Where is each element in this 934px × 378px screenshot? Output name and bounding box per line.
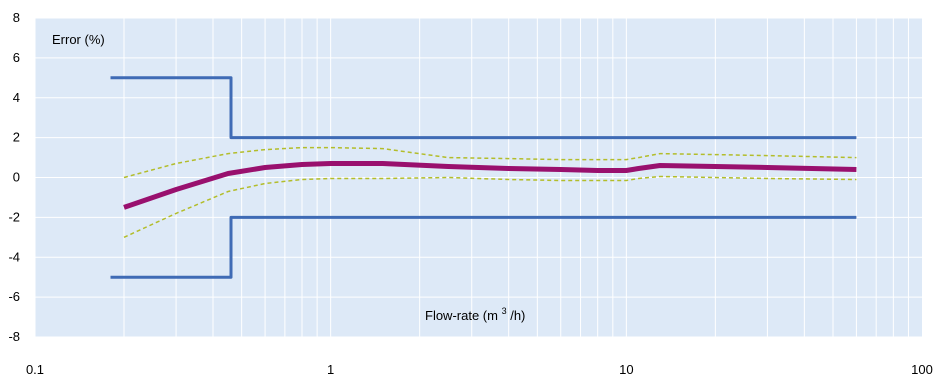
upper-uncertainty-line [123, 146, 857, 179]
y-tick-label: 0 [13, 170, 20, 185]
upper-limit-line [110, 76, 857, 140]
x-axis-title-end: /h) [510, 308, 525, 323]
x-tick-label: 100 [911, 362, 933, 377]
y-tick-label: 4 [13, 90, 20, 105]
x-tick-label: 1 [327, 362, 334, 377]
error-curve-line [123, 161, 857, 210]
y-tick-label: -2 [8, 209, 20, 224]
y-tick-label: -8 [8, 329, 20, 344]
y-tick-label: -4 [8, 249, 20, 264]
y-tick-label: 2 [13, 130, 20, 145]
y-tick-label: -6 [8, 289, 20, 304]
x-axis-ticks: 0.1 1 10 100 [26, 362, 933, 377]
x-tick-label: 0.1 [26, 362, 44, 377]
x-axis-title: Flow-rate (m 3 /h) [425, 302, 525, 323]
y-tick-label: 6 [13, 50, 20, 65]
lower-limit-line [110, 215, 857, 279]
y-axis-ticks: -8 -6 -4 -2 0 2 4 6 8 [8, 10, 20, 344]
x-tick-label: 10 [619, 362, 633, 377]
series-layer [110, 76, 857, 279]
x-axis-title-sup: 3 [502, 306, 507, 316]
x-axis-title-main: Flow-rate (m [425, 308, 498, 323]
lower-uncertainty-line [123, 175, 857, 238]
y-axis-title: Error (%) [52, 32, 105, 47]
y-tick-label: 8 [13, 10, 20, 25]
grid-lines [34, 17, 922, 338]
